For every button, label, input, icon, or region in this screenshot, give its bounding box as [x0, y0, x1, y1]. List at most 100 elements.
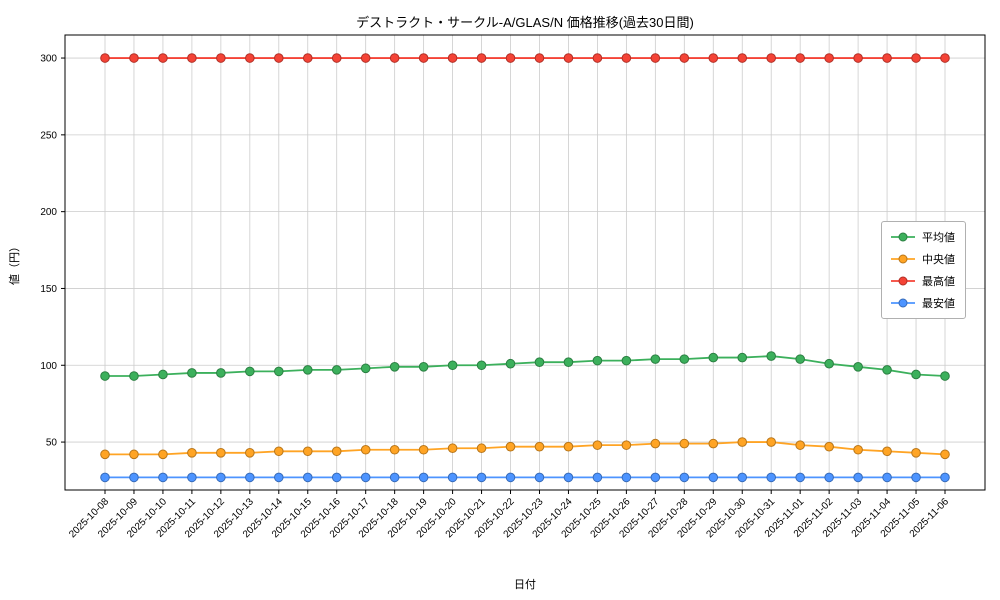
data-point — [824, 358, 834, 369]
data-point — [389, 362, 400, 372]
data-point — [245, 366, 255, 377]
legend-marker-icon — [890, 276, 916, 286]
data-point — [360, 363, 371, 374]
data-point — [795, 440, 805, 450]
data-point — [621, 440, 632, 450]
y-tick-labels: 50 100 150 200 250 300 — [40, 54, 65, 449]
data-point — [534, 357, 545, 367]
data-point — [708, 352, 719, 363]
plot-border — [64, 34, 986, 491]
series-平均値 — [100, 351, 950, 381]
data-point — [331, 365, 342, 375]
data-point — [940, 472, 950, 483]
data-point — [534, 472, 545, 483]
legend-label: 平均値 — [922, 232, 955, 244]
data-point — [245, 472, 255, 483]
data-point — [563, 357, 574, 367]
data-point — [360, 444, 371, 455]
data-point — [476, 53, 487, 63]
data-point — [824, 472, 834, 483]
series-中央値 — [100, 437, 950, 460]
data-point — [447, 360, 458, 371]
data-point — [940, 371, 950, 381]
data-point — [447, 443, 458, 454]
series-最高値 — [100, 53, 950, 63]
data-point — [679, 438, 690, 449]
y-axis-label: 値（円） — [9, 241, 21, 285]
data-point — [679, 53, 690, 63]
data-point — [129, 371, 139, 381]
data-point — [592, 472, 603, 483]
data-point — [158, 369, 168, 380]
x-axis-label: 日付 — [514, 579, 536, 591]
data-point — [795, 53, 805, 63]
svg-text:200: 200 — [40, 207, 57, 218]
data-point — [389, 444, 400, 455]
data-point — [273, 366, 284, 377]
data-point — [911, 472, 921, 483]
data-point — [273, 446, 284, 457]
data-point — [534, 441, 545, 452]
data-point — [245, 448, 255, 458]
data-point — [418, 53, 429, 63]
data-point — [882, 472, 892, 483]
data-point — [245, 53, 255, 63]
data-point — [621, 355, 632, 366]
data-point — [592, 440, 603, 450]
data-point — [824, 53, 834, 63]
legend-marker-icon — [890, 298, 916, 308]
data-point — [563, 53, 574, 63]
svg-text:250: 250 — [40, 130, 57, 141]
data-point — [534, 53, 545, 63]
data-point — [766, 437, 777, 447]
data-point — [447, 472, 458, 483]
legend-item-中央値: 中央値 — [890, 251, 955, 267]
data-point — [505, 472, 516, 483]
legend-item-最安値: 最安値 — [890, 295, 955, 311]
data-point — [737, 352, 748, 363]
data-point — [766, 351, 777, 361]
data-point — [737, 53, 748, 63]
data-point — [187, 448, 197, 458]
svg-text:100: 100 — [40, 361, 57, 372]
data-point — [418, 472, 429, 483]
data-point — [476, 443, 487, 454]
data-point — [302, 365, 313, 375]
data-point — [187, 368, 197, 378]
data-point — [505, 441, 516, 452]
data-point — [216, 472, 226, 483]
data-point — [158, 472, 168, 483]
data-point — [650, 354, 661, 364]
data-point — [853, 472, 863, 483]
data-point — [911, 448, 921, 458]
data-point — [853, 444, 863, 455]
data-point — [187, 472, 197, 483]
data-point — [331, 472, 342, 483]
data-point — [216, 368, 226, 378]
data-point — [766, 472, 777, 483]
data-point — [563, 441, 574, 452]
data-point — [766, 53, 777, 63]
data-point — [273, 53, 284, 63]
data-point — [650, 438, 661, 449]
legend-marker-icon — [890, 254, 916, 264]
data-point — [100, 53, 110, 63]
legend-item-最高値: 最高値 — [890, 273, 955, 289]
data-point — [100, 449, 110, 460]
legend-label: 最高値 — [922, 276, 955, 288]
data-point — [331, 446, 342, 457]
data-point — [100, 472, 110, 483]
data-point — [650, 53, 661, 63]
data-point — [940, 53, 950, 63]
chart-title: デストラクト・サークル-A/GLAS/N 価格推移(過去30日間) — [356, 15, 694, 30]
data-point — [737, 437, 748, 447]
data-point — [187, 53, 197, 63]
svg-text:300: 300 — [40, 54, 57, 65]
legend-marker-icon — [890, 232, 916, 242]
data-point — [216, 53, 226, 63]
data-point — [882, 446, 892, 457]
data-point — [418, 362, 429, 372]
data-point — [331, 53, 342, 63]
legend-label: 中央値 — [922, 254, 955, 266]
